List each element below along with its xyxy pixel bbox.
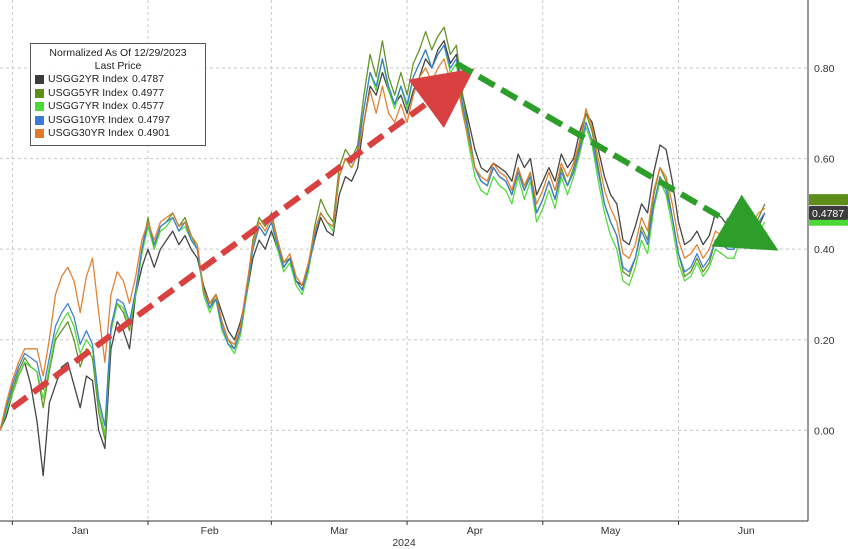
green-downtrend-arrow [454, 60, 779, 251]
legend-series-name: USGG5YR Index [48, 86, 128, 99]
x-tick-labels: Jan Feb Mar Apr May Jun [11, 521, 755, 537]
legend-last-value: 0.4577 [131, 100, 165, 112]
legend-series-name: USGG30YR Index [48, 127, 134, 139]
axes [0, 0, 809, 522]
x-tick-label: Apr [467, 525, 484, 537]
legend-swatch [35, 115, 44, 125]
series-line-usgg30yr [0, 58, 766, 431]
legend-item: USGG30YR Index 0.4901 [35, 127, 201, 141]
legend-last-value: 0.4787 [131, 73, 165, 85]
y-tick-label: 0.60 [814, 154, 835, 166]
y-tick-label: 0.80 [814, 63, 835, 75]
legend-series-name: USGG2YR Index [48, 73, 128, 85]
last-price-labels: 0.4787 [809, 194, 848, 226]
legend-title: Normalized As Of 12/29/2023 [49, 47, 187, 59]
legend-last-value: 0.4901 [137, 127, 170, 139]
legend-swatch [35, 75, 44, 85]
x-tick-label: Mar [330, 525, 349, 537]
legend-series-name: USGG10YR Index [48, 113, 134, 126]
series-line-usgg2yr [0, 40, 766, 477]
legend-item: USGG5YR Index 0.4977 [35, 87, 201, 101]
legend-item: USGG7YR Index 0.4577 [35, 100, 201, 114]
x-tick-label: Feb [201, 525, 219, 537]
y-tick-label: 0.40 [814, 244, 835, 256]
legend-swatch [35, 102, 44, 112]
last-price-value: 0.4787 [812, 208, 844, 220]
legend-rows: USGG2YR Index 0.4787 USGG5YR Index 0.4977 US… [35, 73, 201, 141]
x-axis-year-label: 2024 [392, 537, 416, 549]
last-price-tag [809, 214, 848, 226]
y-tick-label: 0.20 [814, 335, 835, 347]
legend-series-name: USGG7YR Index [48, 100, 128, 112]
legend-last-value: 0.4797 [137, 113, 170, 126]
legend-item: USGG2YR Index 0.4787 [35, 73, 201, 87]
last-price-tag-main [809, 205, 848, 220]
x-tick-label: Jun [738, 525, 755, 537]
red-uptrend-arrow [10, 68, 475, 411]
legend: Normalized As Of 12/29/2023 Last Price U… [30, 43, 206, 146]
last-price-tag [809, 194, 848, 206]
x-tick-label: Jan [72, 525, 89, 537]
legend-swatch [35, 88, 44, 98]
legend-swatch [35, 129, 44, 139]
x-tick-label: May [601, 525, 622, 537]
y-tick-labels: 0.00 0.20 0.40 0.60 0.80 [814, 63, 835, 437]
y-tick-label: 0.00 [814, 425, 835, 437]
trend-arrows [10, 60, 779, 411]
legend-last-value: 0.4977 [131, 86, 165, 99]
series-line-usgg10yr [0, 44, 766, 431]
legend-item: USGG10YR Index 0.4797 [35, 114, 201, 128]
legend-subtitle: Last Price [94, 60, 142, 72]
